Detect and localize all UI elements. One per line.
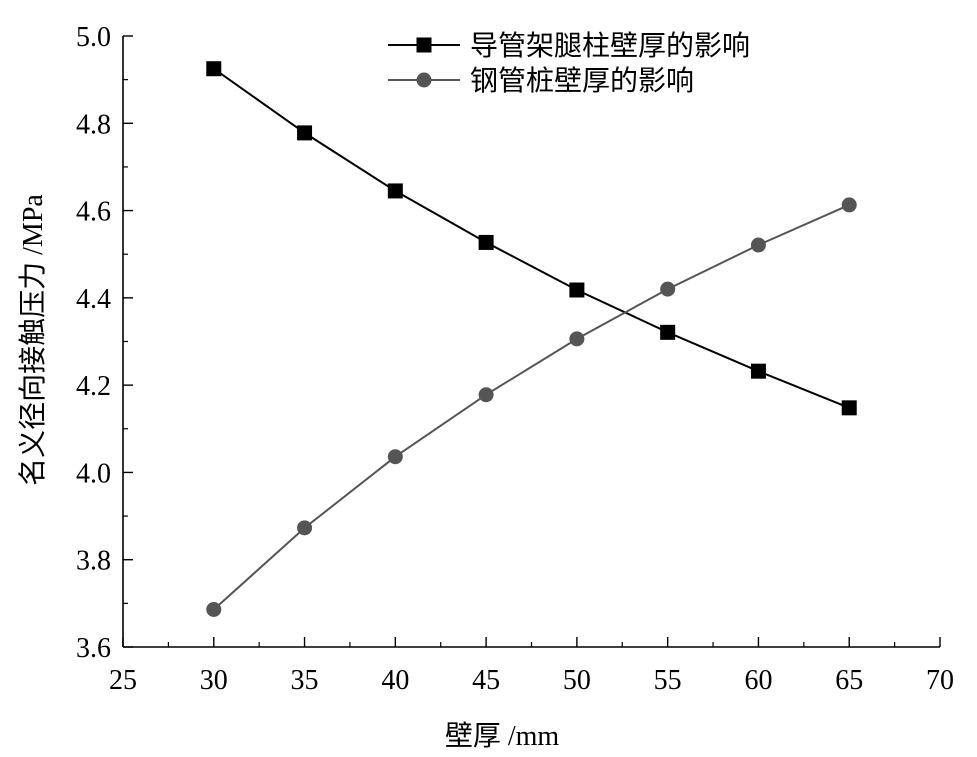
y-tick-label: 4.6: [76, 197, 111, 228]
series-1-point: [387, 183, 403, 199]
legend-label: 钢管桩壁厚的影响: [470, 65, 694, 97]
series-1-point: [478, 234, 494, 250]
y-axis-label: 名义径向接触压力 /MPa: [17, 194, 49, 486]
series-1-point: [206, 61, 222, 77]
series-1-point: [660, 324, 676, 340]
x-tick-label: 60: [744, 665, 772, 696]
x-axis: 25 30 35 40 45 50 55 60 65 70: [109, 637, 954, 696]
x-tick-label: 40: [381, 665, 409, 696]
x-tick-label: 55: [654, 665, 682, 696]
series-2-point: [297, 520, 313, 536]
series-2-line: [213, 203, 850, 611]
legend-label: 导管架腿柱壁厚的影响: [470, 30, 750, 62]
x-tick-label: 70: [926, 665, 954, 696]
legend-marker: [416, 72, 432, 88]
legend-marker: [416, 37, 432, 53]
series-1-point: [297, 125, 313, 141]
y-tick-label: 4.4: [76, 284, 111, 315]
series-2-point: [478, 387, 494, 403]
series-2-point: [660, 281, 676, 297]
x-tick-label: 30: [200, 665, 228, 696]
series-2-point: [206, 601, 222, 617]
plot-area: [122, 36, 940, 648]
series-1: [206, 61, 857, 416]
series-1-line: [213, 67, 850, 409]
series-2-point: [569, 331, 585, 347]
series-2-point: [750, 237, 766, 253]
y-tick-label: 4.8: [76, 109, 111, 140]
x-tick-label: 45: [472, 665, 500, 696]
series-1-point: [569, 282, 585, 298]
series-2: [206, 197, 857, 617]
series-2-point: [841, 197, 857, 213]
x-tick-label: 65: [835, 665, 863, 696]
x-tick-label: 35: [291, 665, 319, 696]
x-tick-label: 25: [109, 665, 137, 696]
y-axis: 3.6 3.8 4.0 4.2 4.4 4.6 4.8 5.0: [76, 22, 133, 664]
y-tick-label: 4.2: [76, 371, 111, 402]
y-tick-label: 3.8: [76, 546, 111, 577]
y-tick-label: 5.0: [76, 22, 111, 53]
x-axis-label: 壁厚 /mm: [445, 720, 560, 752]
y-tick-label: 4.0: [76, 458, 111, 489]
series-layer: [206, 61, 857, 617]
x-tick-label: 50: [563, 665, 591, 696]
series-1-point: [841, 400, 857, 416]
series-2-point: [387, 449, 403, 465]
y-tick-label: 3.6: [76, 633, 111, 664]
series-1-point: [750, 363, 766, 379]
